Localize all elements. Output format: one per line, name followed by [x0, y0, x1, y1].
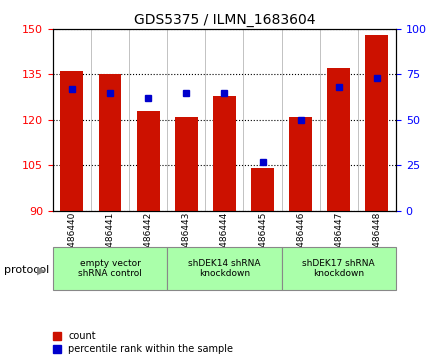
Bar: [137, 111, 160, 211]
Legend: count, percentile rank within the sample: count, percentile rank within the sample: [49, 327, 237, 358]
Bar: [327, 68, 350, 211]
Bar: [282, 247, 396, 290]
Text: protocol: protocol: [4, 265, 50, 276]
Bar: [99, 74, 121, 211]
Bar: [60, 72, 83, 211]
Text: empty vector
shRNA control: empty vector shRNA control: [78, 259, 142, 278]
Bar: [366, 35, 389, 211]
Text: ▶: ▶: [37, 265, 46, 276]
Bar: [175, 117, 198, 211]
Text: shDEK17 shRNA
knockdown: shDEK17 shRNA knockdown: [302, 259, 375, 278]
Bar: [167, 247, 282, 290]
Title: GDS5375 / ILMN_1683604: GDS5375 / ILMN_1683604: [134, 13, 315, 26]
Bar: [213, 95, 236, 211]
Bar: [251, 168, 274, 211]
Bar: [53, 247, 167, 290]
Bar: [289, 117, 312, 211]
Text: shDEK14 shRNA
knockdown: shDEK14 shRNA knockdown: [188, 259, 260, 278]
